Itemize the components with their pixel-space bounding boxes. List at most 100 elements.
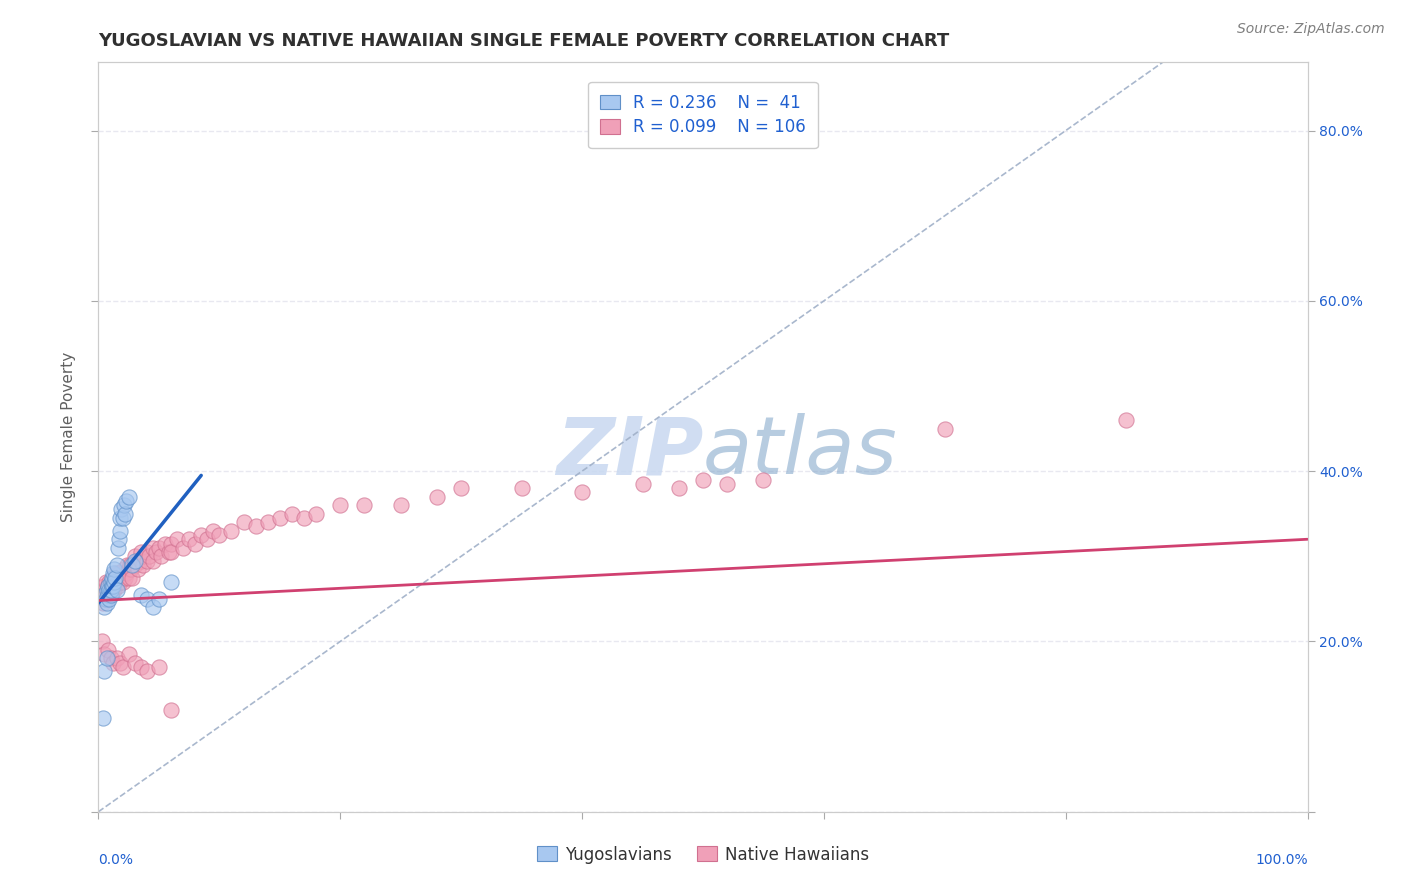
Point <box>96 583 118 598</box>
Point <box>100 651 122 665</box>
Point <box>129 545 152 559</box>
Point <box>93 579 115 593</box>
Point <box>160 545 183 559</box>
Point <box>93 647 115 661</box>
Point <box>105 574 128 589</box>
Point <box>100 571 122 585</box>
Point <box>160 702 183 716</box>
Point <box>668 481 690 495</box>
Point <box>157 545 180 559</box>
Point <box>108 511 131 525</box>
Point <box>148 660 170 674</box>
Point <box>117 558 139 572</box>
Point <box>100 588 122 602</box>
Point <box>107 579 129 593</box>
Point <box>172 541 194 555</box>
Point <box>202 524 225 538</box>
Point <box>134 549 156 564</box>
Point <box>96 651 118 665</box>
Point <box>104 579 127 593</box>
Point <box>94 574 117 589</box>
Point <box>93 591 115 606</box>
Text: Source: ZipAtlas.com: Source: ZipAtlas.com <box>1237 22 1385 37</box>
Point <box>103 574 125 589</box>
Point <box>100 579 122 593</box>
Text: ZIP: ZIP <box>555 413 703 491</box>
Point <box>135 664 157 678</box>
Point <box>98 591 121 606</box>
Point <box>97 579 120 593</box>
Legend: R = 0.236    N =  41, R = 0.099    N = 106: R = 0.236 N = 41, R = 0.099 N = 106 <box>588 82 818 148</box>
Point <box>105 583 128 598</box>
Point <box>118 647 141 661</box>
Point <box>93 664 115 678</box>
Point <box>129 588 152 602</box>
Point <box>195 533 218 547</box>
Point <box>450 481 472 495</box>
Point <box>692 473 714 487</box>
Y-axis label: Single Female Poverty: Single Female Poverty <box>60 352 76 522</box>
Point <box>110 571 132 585</box>
Point <box>127 553 149 567</box>
Point <box>129 553 152 567</box>
Point <box>105 651 128 665</box>
Text: atlas: atlas <box>703 413 898 491</box>
Point <box>121 558 143 572</box>
Point <box>91 711 114 725</box>
Point <box>1115 413 1137 427</box>
Point <box>256 515 278 529</box>
Point <box>166 533 188 547</box>
Point <box>124 656 146 670</box>
Point <box>118 490 141 504</box>
Point <box>101 571 124 585</box>
Point <box>96 591 118 606</box>
Point <box>124 553 146 567</box>
Point <box>426 490 449 504</box>
Point <box>127 562 149 576</box>
Point <box>96 596 118 610</box>
Point <box>631 476 654 491</box>
Point <box>269 511 291 525</box>
Point <box>97 643 120 657</box>
Point <box>114 507 136 521</box>
Point <box>329 498 352 512</box>
Point <box>135 591 157 606</box>
Point <box>108 566 131 581</box>
Point <box>934 421 956 435</box>
Point <box>148 541 170 555</box>
Point <box>115 494 138 508</box>
Point <box>100 583 122 598</box>
Point <box>91 596 114 610</box>
Point <box>104 571 127 585</box>
Point <box>108 533 131 547</box>
Point <box>94 591 117 606</box>
Point <box>124 549 146 564</box>
Point <box>716 476 738 491</box>
Point <box>105 558 128 572</box>
Point <box>96 583 118 598</box>
Point <box>108 656 131 670</box>
Point <box>100 574 122 589</box>
Point <box>97 588 120 602</box>
Point <box>101 579 124 593</box>
Point <box>101 566 124 581</box>
Point <box>138 549 160 564</box>
Point <box>142 553 165 567</box>
Point <box>135 553 157 567</box>
Point <box>135 545 157 559</box>
Point <box>118 558 141 572</box>
Point <box>221 524 243 538</box>
Point <box>107 541 129 555</box>
Point <box>124 558 146 572</box>
Point <box>153 536 176 550</box>
Point <box>103 583 125 598</box>
Point <box>115 566 138 581</box>
Point <box>103 562 125 576</box>
Text: 0.0%: 0.0% <box>98 854 134 867</box>
Point <box>129 660 152 674</box>
Point <box>101 656 124 670</box>
Text: 100.0%: 100.0% <box>1256 854 1308 867</box>
Point <box>105 566 128 581</box>
Point <box>101 579 124 593</box>
Point <box>108 574 131 589</box>
